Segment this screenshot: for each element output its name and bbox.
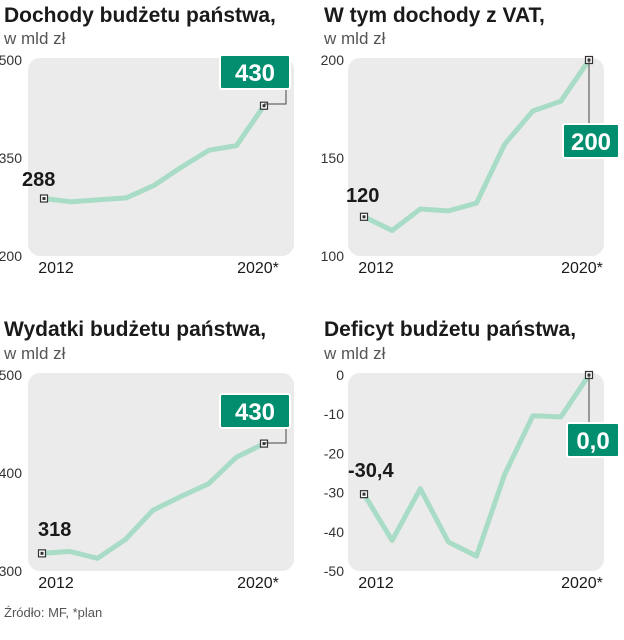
end-value-label: 200	[571, 129, 611, 156]
chart-subtitle: w mld zł	[323, 344, 386, 363]
series-line	[41, 103, 267, 205]
start-value-label: 288	[22, 169, 55, 191]
data-point-marker-core	[262, 442, 266, 446]
chart-panel-3: Wydatki budżetu państwa, w mld zł 300 400 50…	[0, 318, 294, 592]
y-tick-label: -50	[324, 563, 344, 579]
end-value-label: 430	[235, 399, 275, 426]
y-tick-label: -10	[324, 406, 344, 422]
chart-title: Wydatki budżetu państwa,	[4, 318, 266, 341]
y-tick-label: -20	[324, 445, 344, 461]
x-tick-label: 2012	[38, 260, 74, 277]
chart-subtitle: w mld zł	[3, 344, 66, 363]
end-value-badge	[562, 123, 620, 159]
data-point-marker-core	[362, 492, 366, 496]
start-value-label: -30,4	[348, 460, 394, 482]
y-tick-label: 350	[0, 150, 22, 166]
start-value-label: 318	[38, 519, 71, 541]
plot-background	[28, 58, 294, 256]
end-value-label: 430	[235, 60, 275, 87]
x-tick-label: 2012	[38, 575, 74, 592]
y-tick-label: 400	[0, 465, 22, 481]
data-point-marker-core	[40, 551, 44, 555]
y-tick-label: 500	[0, 367, 22, 383]
source-note: Źródło: MF, *plan	[4, 605, 102, 620]
badge-leader-line	[264, 89, 287, 105]
end-value-badge	[219, 393, 291, 429]
chart-title: Dochody budżetu państwa,	[4, 4, 276, 27]
end-value-label: 0,0	[576, 428, 609, 455]
y-tick-label: 0	[336, 367, 344, 383]
end-value-badge	[219, 54, 291, 90]
data-point-marker-core	[362, 215, 366, 219]
y-tick-label: -30	[324, 485, 344, 501]
series-line	[39, 441, 267, 561]
data-point-marker-core	[42, 197, 46, 201]
data-point-marker-core	[262, 104, 266, 108]
x-tick-label: 2020*	[561, 575, 603, 592]
y-tick-label: 150	[321, 150, 345, 166]
plot-background	[348, 373, 604, 571]
y-tick-label: 100	[321, 248, 345, 264]
y-tick-label: -40	[324, 524, 344, 540]
end-value-badge	[566, 422, 620, 458]
chart-subtitle: w mld zł	[3, 29, 66, 48]
badge-leader-line	[264, 428, 287, 444]
series-line	[361, 57, 592, 233]
chart-panel-4: Deficyt budżetu państwa, w mld zł -50 -40 -3…	[323, 318, 620, 592]
x-tick-label: 2020*	[561, 260, 603, 277]
series-line	[361, 372, 592, 559]
x-tick-label: 2020*	[237, 260, 279, 277]
chart-panel-2: W tym dochody z VAT, w mld zł 100 150 200 201…	[321, 4, 620, 277]
y-tick-label: 200	[321, 52, 345, 68]
y-tick-label: 500	[0, 52, 22, 68]
chart-title: W tym dochody z VAT,	[324, 4, 545, 27]
x-tick-label: 2012	[358, 260, 394, 277]
y-tick-label: 300	[0, 563, 22, 579]
chart-subtitle: w mld zł	[323, 29, 386, 48]
x-tick-label: 2012	[358, 575, 394, 592]
x-tick-label: 2020*	[237, 575, 279, 592]
chart-title: Deficyt budżetu państwa,	[324, 318, 576, 341]
y-tick-label: 200	[0, 248, 22, 264]
start-value-label: 120	[346, 185, 379, 207]
chart-panel-1: Dochody budżetu państwa, w mld zł 200 350 50…	[0, 4, 294, 277]
